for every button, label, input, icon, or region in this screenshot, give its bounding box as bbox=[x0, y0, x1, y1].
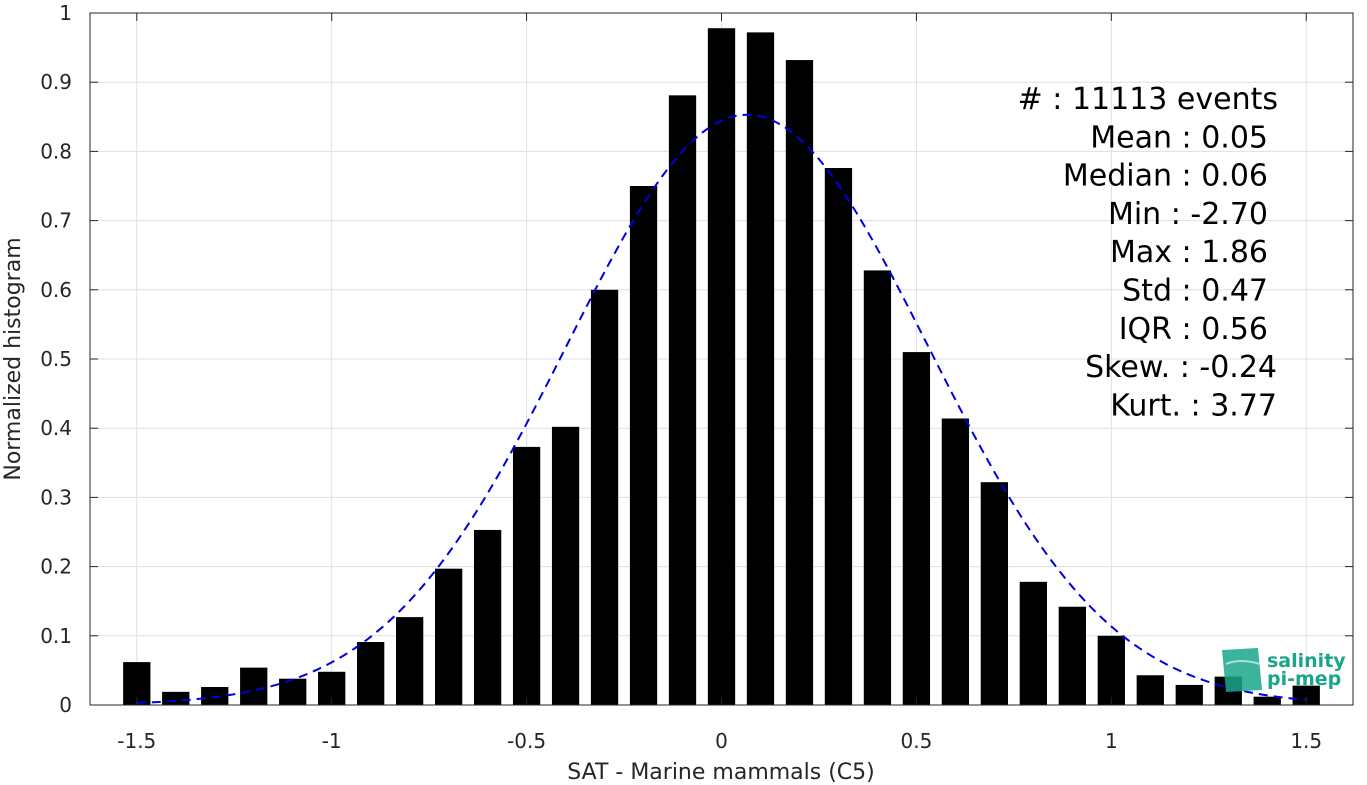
histogram-bar bbox=[1058, 606, 1086, 705]
histogram-bar bbox=[551, 426, 580, 705]
stats-line: Mean : 0.05 bbox=[1090, 120, 1268, 155]
histogram-bar bbox=[1253, 696, 1281, 705]
histogram-bar bbox=[824, 168, 853, 705]
y-tick-label: 0.4 bbox=[40, 416, 72, 440]
x-tick-label: -1.5 bbox=[117, 729, 156, 753]
histogram-bar bbox=[785, 60, 814, 705]
logo-text-line2: pi-mep bbox=[1267, 668, 1341, 690]
stats-line: Kurt. : 3.77 bbox=[1110, 388, 1277, 423]
histogram-bar bbox=[863, 270, 892, 705]
histogram-bar bbox=[357, 642, 385, 705]
x-tick-label: 1.5 bbox=[1290, 729, 1322, 753]
x-tick-label: -0.5 bbox=[507, 729, 546, 753]
y-tick-label: 0.6 bbox=[40, 278, 72, 302]
histogram-bar bbox=[1136, 675, 1164, 705]
histogram-bar bbox=[746, 32, 775, 706]
y-axis-label: Normalized histogram bbox=[1, 237, 26, 480]
logo-emblem-wave-icon bbox=[1225, 660, 1261, 665]
histogram-bar bbox=[668, 95, 697, 705]
y-tick-label: 0.7 bbox=[40, 209, 72, 233]
stats-line: Std : 0.47 bbox=[1122, 274, 1268, 309]
stats-line: Median : 0.06 bbox=[1063, 159, 1268, 194]
stats-line: # : 11113 events bbox=[1018, 82, 1278, 117]
histogram-bar bbox=[1097, 635, 1125, 705]
salinity-pi-mep-logo: salinity pi-mep bbox=[1222, 648, 1346, 692]
stats-line: Max : 1.86 bbox=[1110, 235, 1268, 270]
gaussian-fit-curve bbox=[136, 113, 1307, 704]
stats-line: Min : -2.70 bbox=[1108, 197, 1268, 232]
histogram-bar bbox=[629, 186, 658, 705]
y-tick-label: 0.2 bbox=[40, 555, 72, 579]
stats-line: Skew. : -0.24 bbox=[1085, 350, 1277, 385]
stats-line: IQR : 0.56 bbox=[1119, 312, 1268, 347]
histogram-bar bbox=[162, 691, 190, 705]
histogram-bar bbox=[1019, 581, 1047, 705]
y-tick-label: 0.3 bbox=[40, 485, 72, 509]
histogram-bar bbox=[201, 687, 229, 705]
y-tick-label: 0 bbox=[59, 693, 72, 717]
x-axis-label: SAT - Marine mammals (C5) bbox=[567, 760, 875, 785]
logo-emblem-icon bbox=[1222, 648, 1262, 692]
histogram-bar bbox=[902, 352, 931, 705]
histogram-bar bbox=[396, 617, 424, 705]
x-tick-label: 0.5 bbox=[901, 729, 933, 753]
histogram-bar bbox=[512, 446, 541, 705]
histogram-bar bbox=[434, 568, 463, 705]
y-axis-ticks: 0 0.1 0.2 0.3 0.4 0.5 0.6 0.7 0.8 0.9 1 bbox=[40, 1, 1353, 717]
x-tick-label: 1 bbox=[1105, 729, 1118, 753]
histogram-bar bbox=[941, 418, 970, 705]
histogram-bar bbox=[279, 678, 307, 705]
histogram-bar bbox=[590, 289, 619, 705]
y-tick-label: 0.1 bbox=[40, 624, 72, 648]
histogram-bar bbox=[240, 667, 268, 705]
x-tick-label: -1 bbox=[322, 729, 342, 753]
y-tick-label: 0.8 bbox=[40, 139, 72, 163]
histogram-bar bbox=[980, 482, 1009, 705]
y-tick-label: 0.9 bbox=[40, 70, 72, 94]
histogram-bar bbox=[1175, 684, 1203, 705]
y-tick-label: 1 bbox=[59, 1, 72, 25]
y-tick-label: 0.5 bbox=[40, 347, 72, 371]
histogram-bar bbox=[1292, 685, 1320, 705]
x-axis-ticks: -1.5 -1 -0.5 0 0.5 1 1.5 bbox=[117, 13, 1322, 753]
histogram-bar bbox=[473, 529, 502, 705]
histogram-bar bbox=[707, 28, 736, 706]
x-tick-label: 0 bbox=[715, 729, 728, 753]
logo-text-line1: salinity bbox=[1267, 650, 1346, 672]
